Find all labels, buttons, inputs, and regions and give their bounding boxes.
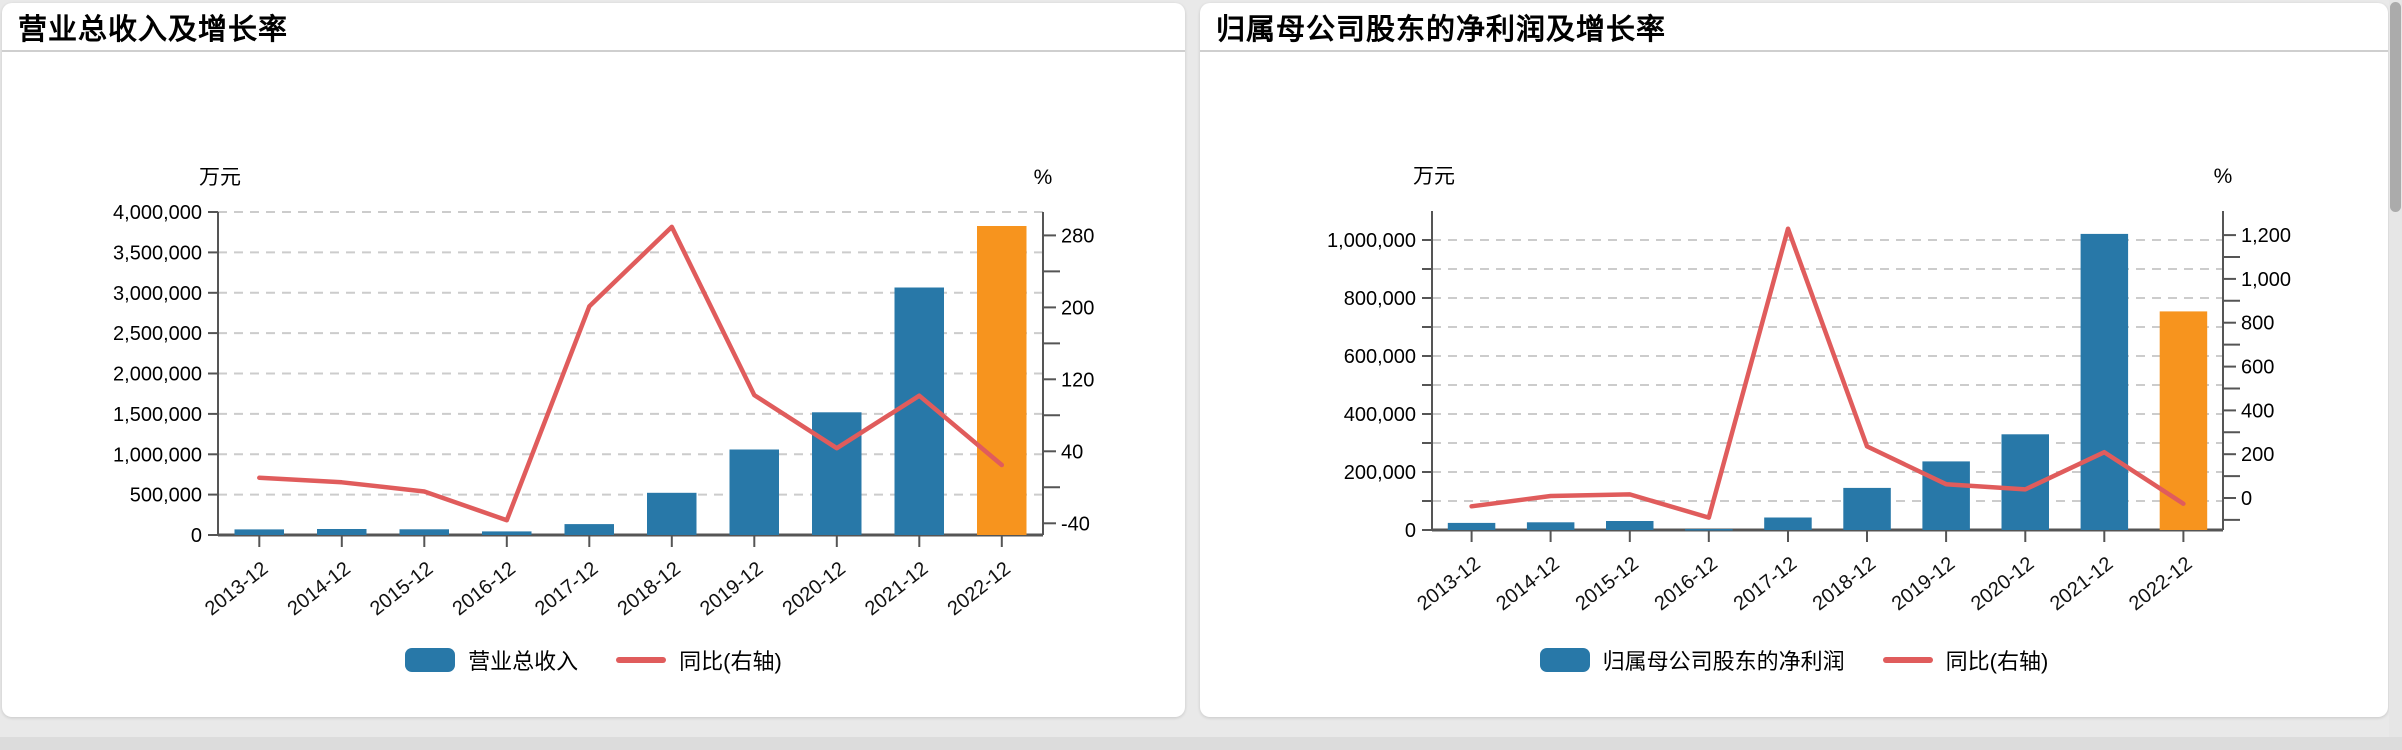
svg-text:-40: -40: [1061, 513, 1090, 535]
svg-text:600,000: 600,000: [1344, 346, 1416, 368]
svg-text:2014-12: 2014-12: [283, 558, 354, 621]
svg-text:800: 800: [2241, 313, 2274, 335]
svg-text:2022-12: 2022-12: [943, 558, 1014, 621]
svg-text:2013-12: 2013-12: [1413, 553, 1484, 616]
svg-text:万元: 万元: [1413, 165, 1455, 188]
legend-bar-label: 营业总收入: [468, 649, 579, 674]
svg-text:2015-12: 2015-12: [366, 558, 437, 621]
net-profit-chart-legend: 归属母公司股东的净利润 同比(右轴): [1200, 632, 2388, 688]
svg-text:2016-12: 2016-12: [1650, 553, 1721, 616]
svg-text:1,000,000: 1,000,000: [113, 444, 202, 466]
svg-text:%: %: [1034, 166, 1053, 189]
svg-text:2018-12: 2018-12: [613, 558, 684, 621]
net-profit-chart-svg: 0 200,000 400,000 600,000 800,000 1,000,000 0 2…: [1327, 165, 2291, 616]
svg-text:2017-12: 2017-12: [531, 558, 602, 621]
svg-text:2015-12: 2015-12: [1571, 553, 1642, 616]
legend-item-yoy-line[interactable]: 同比(右轴): [1882, 644, 2049, 676]
svg-text:2020-12: 2020-12: [778, 558, 849, 621]
svg-text:2019-12: 2019-12: [696, 558, 767, 621]
svg-text:1,000,000: 1,000,000: [1327, 230, 1416, 252]
svg-text:%: %: [2214, 165, 2233, 188]
bar-swatch-icon: [1539, 648, 1590, 672]
svg-text:2021-12: 2021-12: [861, 558, 932, 621]
svg-text:1,200: 1,200: [2241, 225, 2291, 247]
svg-text:1,500,000: 1,500,000: [113, 404, 202, 426]
svg-text:2019-12: 2019-12: [1888, 553, 1959, 616]
svg-text:200: 200: [2241, 444, 2274, 466]
svg-text:400: 400: [2241, 400, 2274, 422]
revenue-chart-plot: 0 500,000 1,000,000 1,500,000 2,000,000 2,500…: [2, 52, 1185, 630]
legend-line-label: 同比(右轴): [679, 649, 782, 674]
net-profit-chart-card: 归属母公司股东的净利润及增长率 0 200,000 400,000 600,000 80…: [1200, 3, 2388, 717]
svg-text:2020-12: 2020-12: [1967, 553, 2038, 616]
line-swatch-icon: [1882, 657, 1933, 663]
bottom-edge-strip: [0, 737, 2402, 750]
card-header: 归属母公司股东的净利润及增长率: [1200, 3, 2388, 52]
svg-text:3,500,000: 3,500,000: [113, 242, 202, 264]
chart-title-revenue: 营业总收入及增长率: [18, 13, 289, 46]
svg-text:2013-12: 2013-12: [201, 558, 272, 621]
svg-text:0: 0: [1405, 520, 1416, 542]
chart-title-net-profit: 归属母公司股东的净利润及增长率: [1216, 13, 1667, 46]
svg-text:2,000,000: 2,000,000: [113, 364, 202, 386]
svg-text:280: 280: [1061, 225, 1094, 247]
svg-text:2016-12: 2016-12: [448, 558, 519, 621]
svg-text:1,000: 1,000: [2241, 269, 2291, 291]
card-header: 营业总收入及增长率: [2, 3, 1185, 52]
svg-text:800,000: 800,000: [1344, 288, 1416, 310]
svg-text:2018-12: 2018-12: [1809, 553, 1880, 616]
svg-text:40: 40: [1061, 441, 1083, 463]
bar-swatch-icon: [405, 648, 456, 672]
svg-text:3,000,000: 3,000,000: [113, 283, 202, 305]
line-swatch-icon: [616, 657, 667, 663]
legend-bar-label: 归属母公司股东的净利润: [1602, 649, 1845, 674]
svg-text:2022-12: 2022-12: [2125, 553, 2196, 616]
legend-line-label: 同比(右轴): [1945, 649, 2049, 674]
svg-text:600: 600: [2241, 357, 2274, 379]
revenue-chart-legend: 营业总收入 同比(右轴): [2, 632, 1185, 688]
svg-text:120: 120: [1061, 369, 1094, 391]
svg-text:200,000: 200,000: [1344, 462, 1416, 484]
svg-text:200: 200: [1061, 297, 1094, 319]
revenue-chart-card: 营业总收入及增长率 0 500,000 1,000,000 1,500,000 2,00…: [2, 3, 1185, 717]
svg-text:0: 0: [2241, 488, 2252, 510]
svg-text:2014-12: 2014-12: [1492, 553, 1563, 616]
svg-text:2021-12: 2021-12: [2046, 553, 2117, 616]
svg-text:4,000,000: 4,000,000: [113, 202, 202, 224]
svg-text:2017-12: 2017-12: [1730, 553, 1801, 616]
svg-text:0: 0: [191, 525, 202, 547]
svg-text:400,000: 400,000: [1344, 404, 1416, 426]
legend-item-profit-bar[interactable]: 归属母公司股东的净利润: [1539, 644, 1845, 676]
svg-text:500,000: 500,000: [130, 485, 202, 507]
svg-text:万元: 万元: [199, 166, 241, 189]
legend-item-yoy-line[interactable]: 同比(右轴): [616, 644, 782, 676]
net-profit-chart-plot: 0 200,000 400,000 600,000 800,000 1,000,000 0 2…: [1200, 52, 2388, 630]
revenue-chart-svg: 0 500,000 1,000,000 1,500,000 2,000,000 2,500…: [113, 166, 1094, 621]
legend-item-revenue-bar[interactable]: 营业总收入: [405, 644, 578, 676]
svg-text:2,500,000: 2,500,000: [113, 323, 202, 345]
vertical-scrollbar[interactable]: [2389, 0, 2402, 750]
scrollbar-thumb[interactable]: [2390, 2, 2401, 212]
